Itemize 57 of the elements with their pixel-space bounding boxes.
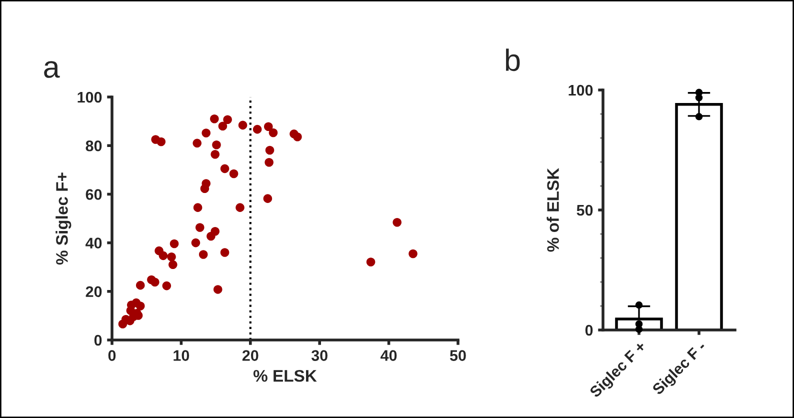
y-tick-label: 50 — [576, 204, 593, 216]
y-axis-title: % Siglec F+ — [56, 172, 72, 265]
point — [198, 250, 208, 259]
y-tick-label: 60 — [86, 189, 102, 200]
point — [213, 285, 222, 294]
point — [238, 120, 248, 130]
point — [366, 258, 376, 266]
point — [136, 302, 145, 310]
point — [170, 239, 179, 248]
point — [264, 122, 273, 132]
point — [192, 138, 202, 148]
point — [210, 150, 220, 159]
point — [220, 248, 230, 257]
point — [156, 137, 166, 146]
x-tick-label: 20 — [242, 350, 258, 361]
point — [236, 203, 244, 212]
y-tick-label: 40 — [86, 238, 102, 248]
point — [293, 132, 302, 142]
chart-title: b — [506, 48, 520, 72]
point — [268, 128, 278, 138]
point — [158, 251, 168, 260]
y-tick-label: 100 — [568, 84, 593, 96]
y-tick-label: 20 — [86, 286, 102, 298]
point — [218, 122, 228, 131]
x-tick-label: 30 — [311, 350, 328, 361]
point — [408, 249, 418, 258]
x-axis-title: % ELSK — [253, 370, 317, 382]
point — [136, 280, 145, 290]
point — [220, 164, 230, 174]
point — [191, 238, 200, 248]
point — [263, 194, 272, 203]
point — [202, 179, 211, 188]
point — [193, 203, 202, 212]
point — [392, 218, 402, 227]
point — [162, 281, 172, 290]
point — [167, 252, 176, 262]
point — [229, 169, 238, 178]
point — [150, 278, 160, 287]
point — [223, 115, 232, 124]
x-tick-label: 40 — [380, 350, 397, 361]
y-tick-label: 100 — [78, 92, 102, 103]
x-tick-label: 0 — [108, 350, 116, 361]
point — [202, 128, 211, 138]
point — [195, 223, 204, 232]
chart-title: a — [44, 61, 60, 78]
point — [264, 158, 274, 167]
x-tick-label: 10 — [174, 350, 190, 361]
point — [265, 146, 274, 155]
point — [252, 124, 262, 134]
x-tick-label: 50 — [450, 350, 466, 361]
point — [210, 226, 220, 236]
y-tick-label: 0 — [585, 324, 593, 336]
y-tick-label: 80 — [86, 140, 102, 152]
point — [210, 114, 219, 124]
point — [168, 260, 178, 270]
point — [212, 140, 221, 150]
y-axis-title: % of ELSK — [546, 168, 559, 252]
